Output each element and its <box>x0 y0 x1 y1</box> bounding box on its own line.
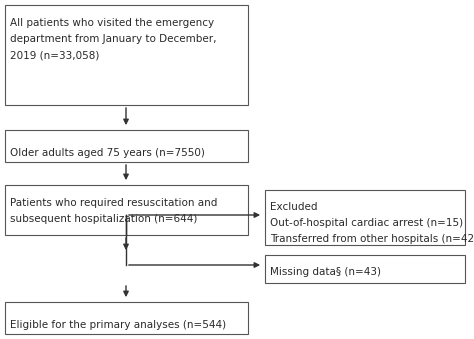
Bar <box>5 5 248 105</box>
Bar <box>265 255 465 283</box>
Text: subsequent hospitalization (n=644): subsequent hospitalization (n=644) <box>10 214 197 224</box>
Bar <box>5 185 248 235</box>
Text: department from January to December,: department from January to December, <box>10 34 217 44</box>
Text: Older adults aged 75 years (n=7550): Older adults aged 75 years (n=7550) <box>10 148 205 158</box>
Text: Missing data§ (n=43): Missing data§ (n=43) <box>270 267 381 277</box>
Text: Excluded: Excluded <box>270 202 318 212</box>
Bar <box>5 130 248 162</box>
Text: Eligible for the primary analyses (n=544): Eligible for the primary analyses (n=544… <box>10 320 226 330</box>
Bar <box>265 190 465 245</box>
Text: 2019 (n=33,058): 2019 (n=33,058) <box>10 50 100 60</box>
Text: Transferred from other hospitals (n=42): Transferred from other hospitals (n=42) <box>270 234 474 244</box>
Text: Patients who required resuscitation and: Patients who required resuscitation and <box>10 198 218 208</box>
Text: All patients who visited the emergency: All patients who visited the emergency <box>10 18 214 28</box>
Text: Out-of-hospital cardiac arrest (n=15): Out-of-hospital cardiac arrest (n=15) <box>270 218 463 228</box>
Bar <box>5 302 248 334</box>
